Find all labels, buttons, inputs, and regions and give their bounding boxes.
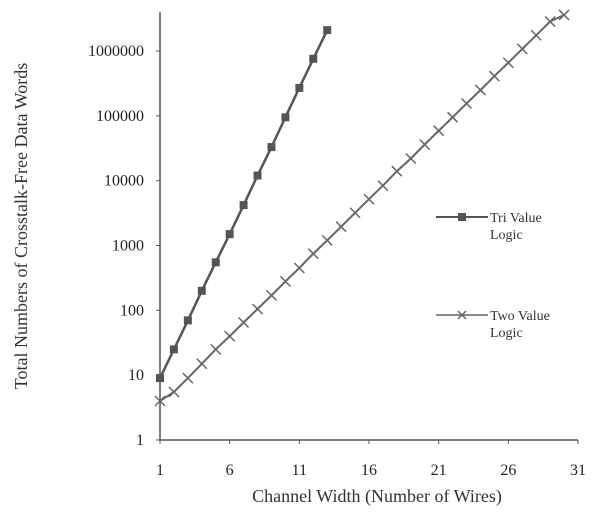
data-point-x	[224, 330, 236, 342]
data-point-x	[252, 303, 264, 315]
data-point-x	[349, 207, 361, 219]
legend-item-tri: Tri Value Logic	[436, 211, 542, 243]
data-point-x	[433, 125, 445, 137]
data-point-x	[363, 193, 375, 205]
x-tick-label: 26	[500, 462, 516, 479]
y-tick-label: 1	[136, 432, 144, 449]
x-tick-label: 6	[226, 462, 234, 479]
data-point-x	[447, 111, 459, 123]
data-point-square	[267, 143, 276, 152]
data-point-x	[182, 372, 194, 384]
data-point-x	[488, 70, 500, 82]
series-tri-value-logic	[156, 26, 332, 383]
data-point-x	[461, 97, 473, 110]
data-point-square	[309, 54, 318, 63]
data-point-x	[335, 221, 347, 233]
data-point-x	[405, 152, 417, 165]
data-point-x	[391, 165, 403, 177]
y-tick-label: 100	[120, 302, 144, 319]
data-point-x	[474, 84, 486, 96]
series-layer	[154, 9, 570, 407]
x-tick-label: 16	[361, 462, 377, 479]
data-point-x	[530, 29, 542, 41]
legend-two-label: Two Value Logic	[490, 309, 550, 341]
data-point-x	[168, 386, 180, 398]
y-axis-title: Total Numbers of Crosstalk-Free Data Wor…	[11, 63, 31, 389]
data-point-square	[156, 374, 164, 383]
y-tick-label: 10000	[104, 173, 144, 190]
data-point-square	[169, 345, 178, 354]
data-point-square	[253, 171, 262, 180]
x-tick-label: 31	[570, 462, 586, 479]
data-point-x	[210, 343, 222, 355]
legend-tri-label: Tri Value Logic	[490, 211, 542, 243]
x-tick-label: 11	[292, 462, 307, 479]
data-point-x	[154, 395, 166, 407]
y-tick-label: 100000	[96, 108, 144, 125]
y-tick-label: 1000	[112, 238, 144, 255]
x-tick-label: 21	[431, 462, 447, 479]
y-tick-label: 10	[128, 367, 144, 384]
data-point-square	[239, 201, 248, 210]
legend-tri-marker	[458, 213, 466, 221]
legend: Tri Value Logic Two Value Logic	[436, 211, 550, 341]
data-point-x	[419, 139, 431, 151]
legend-label-line2: Logic	[490, 228, 523, 243]
data-point-x	[544, 16, 556, 28]
data-point-square	[295, 83, 304, 92]
legend-two-marker	[457, 310, 467, 320]
data-point-x	[238, 316, 250, 329]
series-line	[159, 14, 565, 402]
legend-label-line2: Logic	[490, 326, 523, 341]
legend-label-line1: Two Value	[490, 309, 550, 324]
y-tick-label: 1000000	[88, 43, 144, 60]
data-point-x	[279, 275, 291, 287]
data-point-x	[293, 262, 305, 274]
legend-label-line1: Tri Value	[490, 211, 542, 226]
data-point-square	[323, 26, 332, 35]
x-tick-label: 1	[156, 462, 164, 479]
data-point-x	[265, 289, 277, 301]
data-point-square	[225, 230, 234, 239]
data-point-square	[211, 258, 220, 267]
data-point-x	[516, 43, 528, 55]
data-point-x	[307, 248, 319, 260]
data-point-square	[183, 316, 192, 325]
data-point-square	[281, 113, 290, 122]
x-axis-title: Channel Width (Number of Wires)	[252, 486, 502, 507]
legend-item-two: Two Value Logic	[436, 309, 550, 341]
data-point-square	[197, 286, 206, 295]
data-point-x	[196, 358, 208, 370]
data-point-x	[377, 180, 389, 192]
data-point-x	[321, 234, 333, 246]
data-point-x	[502, 57, 514, 69]
data-point-x	[558, 9, 570, 21]
series-two-value-logic	[154, 9, 570, 407]
